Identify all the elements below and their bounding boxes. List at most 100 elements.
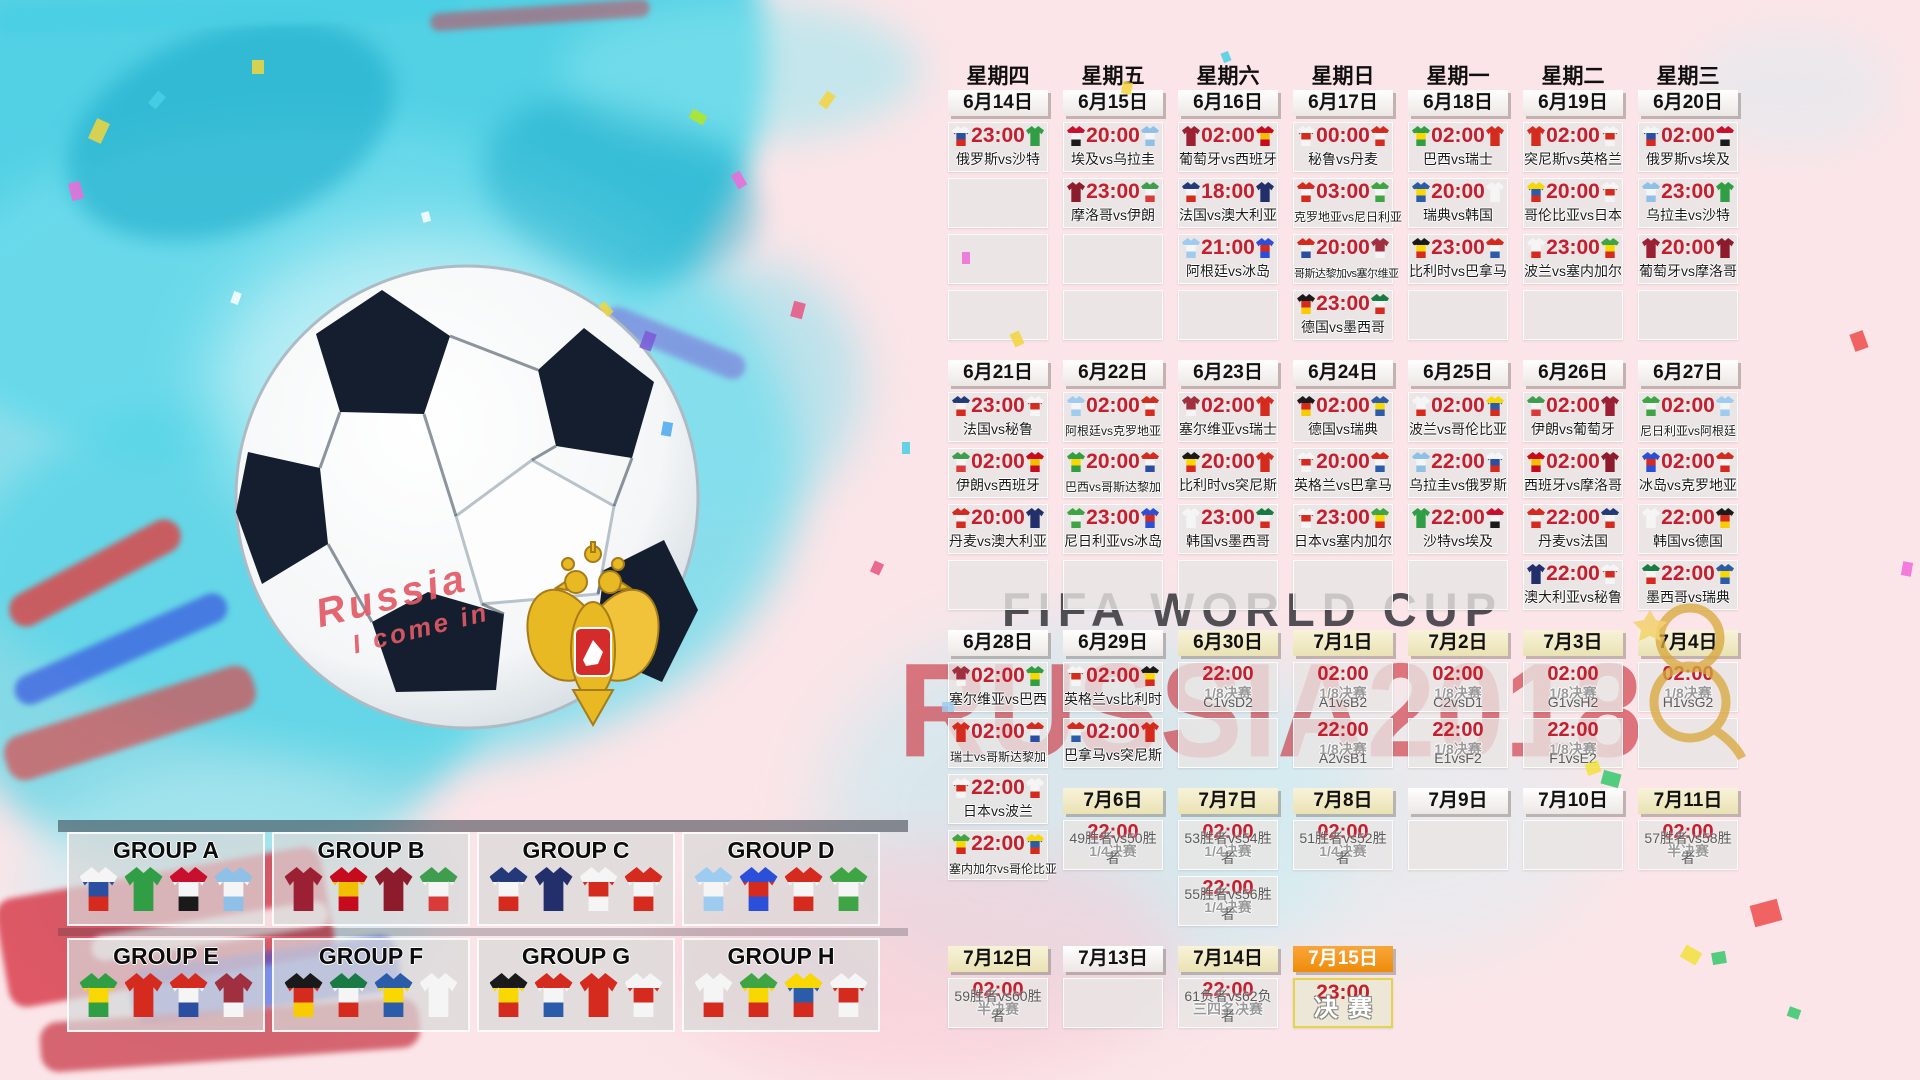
match-cell: 22:00 沙特vs埃及	[1408, 504, 1508, 554]
calendar-column: 6月24日 02:00 德国vs瑞典 20:00 英格兰vs巴拿马 23:00 日本vs塞内…	[1293, 360, 1393, 616]
match-teams: 哥斯达黎加vs塞尔维亚	[1294, 268, 1399, 280]
calendar-column: 7月13日	[1063, 946, 1163, 1034]
weekday-label-5: 星期一	[1426, 65, 1490, 88]
jersey-icon	[1412, 238, 1430, 258]
jersey-icon	[1371, 452, 1389, 472]
match-cell: 23:00 俄罗斯vs沙特	[948, 122, 1048, 172]
pairing-code: 59胜者vs60胜者	[954, 988, 1042, 1024]
match-cell: 00:00 秘鲁vs丹麦	[1293, 122, 1393, 172]
stage-label: 1/8决赛	[1664, 685, 1712, 701]
stage-label: 1/8决赛	[1319, 685, 1367, 701]
jersey-icon	[1067, 396, 1085, 416]
jersey-icon	[1412, 508, 1430, 528]
knockout-cell: 02:00 1/8决赛 C2vsD1	[1408, 662, 1508, 712]
empty-cell	[1408, 820, 1508, 870]
match-cell: 02:00 冰岛vs克罗地亚	[1638, 448, 1738, 498]
match-teams: 法国vs澳大利亚	[1179, 207, 1277, 223]
match-schedule-calendar: 星期四 星期五 星期六 星期日 星期一 星期二 星期三 6月14日 23:00 俄罗斯vs沙特 6…	[948, 60, 1738, 1048]
jersey-icon	[489, 973, 528, 1017]
match-teams: 塞内加尔vs哥伦比亚	[949, 862, 1058, 876]
date-tile: 6月16日	[1178, 90, 1278, 116]
kickoff-time: 22:00	[1317, 719, 1369, 741]
match-cell: 20:00 比利时vs突尼斯	[1178, 448, 1278, 498]
kickoff-time: 23:00	[1086, 506, 1140, 529]
date-tile: 6月17日	[1293, 90, 1393, 116]
date-tile: 6月23日	[1178, 360, 1278, 386]
jersey-icon	[1141, 666, 1159, 686]
match-teams: 塞尔维亚vs瑞士	[1179, 421, 1277, 437]
jersey-icon	[1371, 238, 1389, 258]
date-tile: 6月26日	[1523, 360, 1623, 386]
match-teams: 巴西vs哥斯达黎加	[1064, 480, 1161, 494]
kickoff-time: 02:00	[1661, 450, 1715, 473]
match-teams: 墨西哥vs瑞典	[1646, 589, 1730, 605]
jersey-icon	[124, 973, 163, 1017]
match-cell: 20:00 瑞典vs韩国	[1408, 178, 1508, 228]
kickoff-time: 22:00	[1202, 979, 1254, 1001]
jersey-icon	[1716, 452, 1734, 472]
match-cell: 02:00 巴西vs瑞士	[1408, 122, 1508, 172]
jersey-icon	[1297, 396, 1315, 416]
knockout-cell: 22:00 1/8决赛 A2vsB1	[1293, 718, 1393, 768]
match-cell: 22:00 澳大利亚vs秘鲁	[1523, 560, 1623, 610]
match-cell: 23:00 德国vs墨西哥	[1293, 290, 1393, 340]
date-tile: 7月6日	[1063, 788, 1163, 814]
empty-cell	[1178, 290, 1278, 340]
kickoff-time: 23:00	[971, 394, 1025, 417]
match-cell: 23:00 韩国vs墨西哥	[1178, 504, 1278, 554]
match-teams: 突尼斯vs英格兰	[1524, 151, 1622, 167]
knockout-cell: 02:00 1/4决赛 53胜者vs54胜者	[1178, 820, 1278, 870]
jersey-icon	[1371, 508, 1389, 528]
stage-label: 1/8决赛	[1434, 741, 1482, 757]
empty-cell	[1178, 560, 1278, 610]
jersey-icon	[579, 973, 618, 1017]
group-jersey-row	[684, 867, 878, 911]
confetti-piece	[252, 60, 264, 74]
kickoff-time: 23:00	[1201, 506, 1255, 529]
jersey-icon	[1642, 508, 1660, 528]
kickoff-time: 22:00	[971, 776, 1025, 799]
final-label: 决赛	[1314, 995, 1382, 1022]
match-teams: 日本vs波兰	[963, 803, 1033, 819]
match-cell: 20:00 哥斯达黎加vs塞尔维亚	[1293, 234, 1399, 284]
jersey-icon	[1601, 564, 1619, 584]
final-match-cell: 23:00 决赛	[1293, 978, 1393, 1028]
jersey-icon	[952, 396, 970, 416]
calendar-column: 6月29日 02:00 英格兰vs比利时 02:00 巴拿马vs突尼斯	[1063, 630, 1163, 774]
stage-label: 1/4决赛	[1089, 843, 1137, 859]
date-tile: 6月24日	[1293, 360, 1393, 386]
jersey-icon	[1026, 508, 1044, 528]
kickoff-time: 02:00	[1201, 124, 1255, 147]
jersey-icon	[214, 973, 253, 1017]
jersey-icon	[1412, 396, 1430, 416]
jersey-icon	[952, 778, 970, 798]
match-cell: 23:00 波兰vs塞内加尔	[1523, 234, 1623, 284]
jersey-icon	[1297, 508, 1315, 528]
calendar-column: 6月27日 02:00 尼日利亚vs阿根廷 02:00 冰岛vs克罗地亚 22:00 韩国v…	[1638, 360, 1738, 616]
jersey-icon	[1026, 778, 1044, 798]
match-teams: 丹麦vs澳大利亚	[949, 533, 1047, 549]
match-teams: 德国vs瑞典	[1308, 421, 1378, 437]
pairing-code: C2vsD1	[1433, 694, 1483, 710]
match-cell: 02:00 塞尔维亚vs瑞士	[1178, 392, 1278, 442]
empty-cell	[948, 178, 1048, 228]
jersey-icon	[1601, 238, 1619, 258]
jersey-icon	[1716, 564, 1734, 584]
date-tile: 7月9日	[1408, 788, 1508, 814]
confetti-piece	[902, 442, 910, 454]
match-teams: 瑞士vs哥斯达黎加	[949, 750, 1046, 764]
match-teams: 比利时vs突尼斯	[1179, 477, 1277, 493]
match-cell: 02:00 西班牙vs摩洛哥	[1523, 448, 1623, 498]
groups-row-2: GROUP E GROUP F GROUP G GROUP H	[67, 938, 880, 1032]
jersey-icon	[1256, 238, 1274, 258]
gold-ribbon-decoration	[1633, 603, 1747, 760]
group-panel-divider-bar	[58, 820, 908, 832]
match-cell: 23:00 日本vs塞内加尔	[1293, 504, 1393, 554]
stage-label: 1/8决赛	[1204, 685, 1252, 701]
stage-label: 半决赛	[1667, 843, 1709, 859]
match-cell: 02:00 波兰vs哥伦比亚	[1408, 392, 1508, 442]
date-tile: 7月15日	[1293, 946, 1393, 972]
match-cell: 22:00 墨西哥vs瑞典	[1638, 560, 1738, 610]
calendar-column: 7月14日 22:00 三四名决赛 61负者vs62负者	[1178, 946, 1278, 1034]
